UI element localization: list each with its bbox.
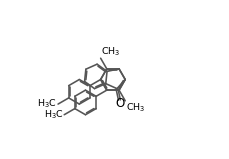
Text: H$_3$C: H$_3$C (38, 98, 57, 110)
Text: CH$_3$: CH$_3$ (101, 45, 120, 58)
Text: O: O (115, 97, 125, 110)
Text: H$_3$C: H$_3$C (44, 108, 63, 121)
Text: CH$_3$: CH$_3$ (125, 101, 145, 114)
